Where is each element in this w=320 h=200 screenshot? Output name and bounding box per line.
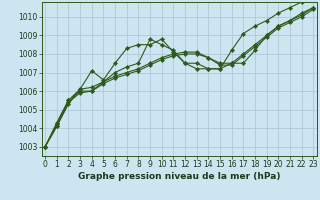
X-axis label: Graphe pression niveau de la mer (hPa): Graphe pression niveau de la mer (hPa)	[78, 172, 280, 181]
